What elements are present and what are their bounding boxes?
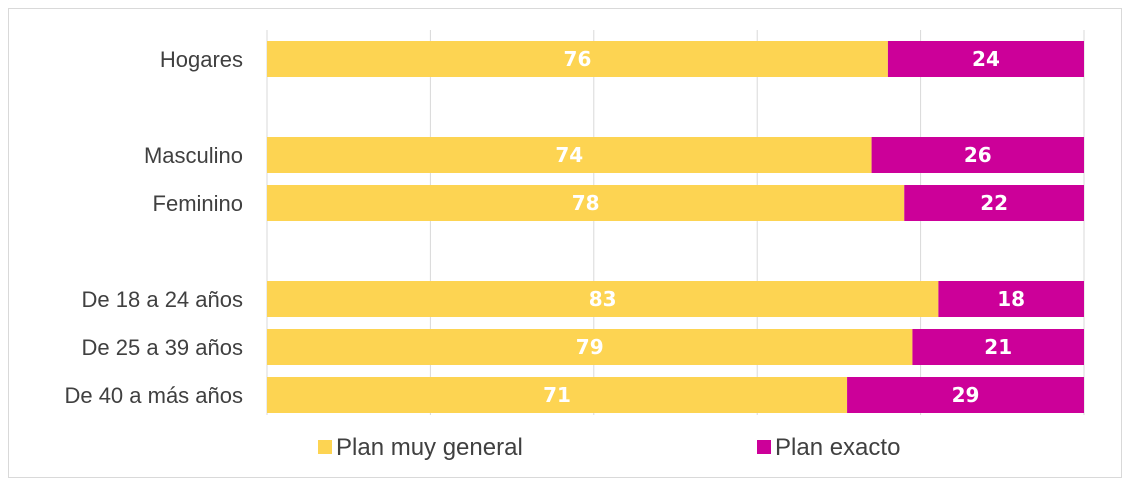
value-label-plan-muy-general-feminino: 78: [572, 191, 600, 215]
value-label-plan-muy-general-de-25-a-39-anos: 79: [576, 335, 604, 359]
category-label-hogares: Hogares: [160, 47, 243, 72]
bar-plan-exacto-hogares: [887, 41, 1084, 77]
bar-plan-muy-general-masculino: [267, 137, 872, 173]
bar-plan-muy-general-de-25-a-39-anos: [267, 329, 913, 365]
bar-plan-muy-general-de-40-a-mas-anos: [267, 377, 848, 413]
value-label-plan-exacto-masculino: 26: [964, 143, 992, 167]
value-label-plan-exacto-de-18-a-24-anos: 18: [997, 287, 1025, 311]
value-label-plan-exacto-de-25-a-39-anos: 21: [984, 335, 1012, 359]
bar-plan-exacto-de-40-a-mas-anos: [847, 377, 1084, 413]
category-label-de-18-a-24-anos: De 18 a 24 años: [82, 287, 243, 312]
value-label-plan-exacto-hogares: 24: [972, 47, 1000, 71]
bar-plan-muy-general-de-18-a-24-anos: [267, 281, 939, 317]
value-label-plan-muy-general-masculino: 74: [555, 143, 583, 167]
value-label-plan-muy-general-hogares: 76: [564, 47, 592, 71]
value-label-plan-muy-general-de-18-a-24-anos: 83: [589, 287, 617, 311]
value-label-plan-muy-general-de-40-a-mas-anos: 71: [543, 383, 571, 407]
value-label-plan-exacto-feminino: 22: [980, 191, 1008, 215]
legend-label-plan-exacto: Plan exacto: [775, 434, 900, 460]
bar-plan-exacto-de-25-a-39-anos: [912, 329, 1084, 365]
bars: [267, 41, 1084, 413]
category-label-de-40-a-mas-anos: De 40 a más años: [64, 383, 243, 408]
category-label-feminino: Feminino: [153, 191, 243, 216]
value-label-plan-exacto-de-40-a-mas-anos: 29: [952, 383, 980, 407]
legend-swatch-plan-exacto: [757, 440, 771, 454]
stacked-bar-chart: Hogares 76 24 Masculino 74 26 Feminino 78 22 De 1…: [64, 30, 1085, 460]
bar-plan-muy-general-hogares: [267, 41, 888, 77]
legend-swatch-plan-muy-general: [318, 440, 332, 454]
category-label-de-25-a-39-anos: De 25 a 39 años: [82, 335, 243, 360]
category-label-masculino: Masculino: [144, 143, 243, 168]
bar-plan-exacto-masculino: [871, 137, 1084, 173]
bar-plan-muy-general-feminino: [267, 185, 905, 221]
bar-plan-exacto-de-18-a-24-anos: [938, 281, 1084, 317]
bar-plan-exacto-feminino: [904, 185, 1084, 221]
legend-label-plan-muy-general: Plan muy general: [336, 434, 523, 460]
legend: Plan muy general Plan exacto: [318, 434, 900, 460]
labels: Hogares 76 24 Masculino 74 26 Feminino 78 22 De 1…: [64, 47, 1025, 408]
